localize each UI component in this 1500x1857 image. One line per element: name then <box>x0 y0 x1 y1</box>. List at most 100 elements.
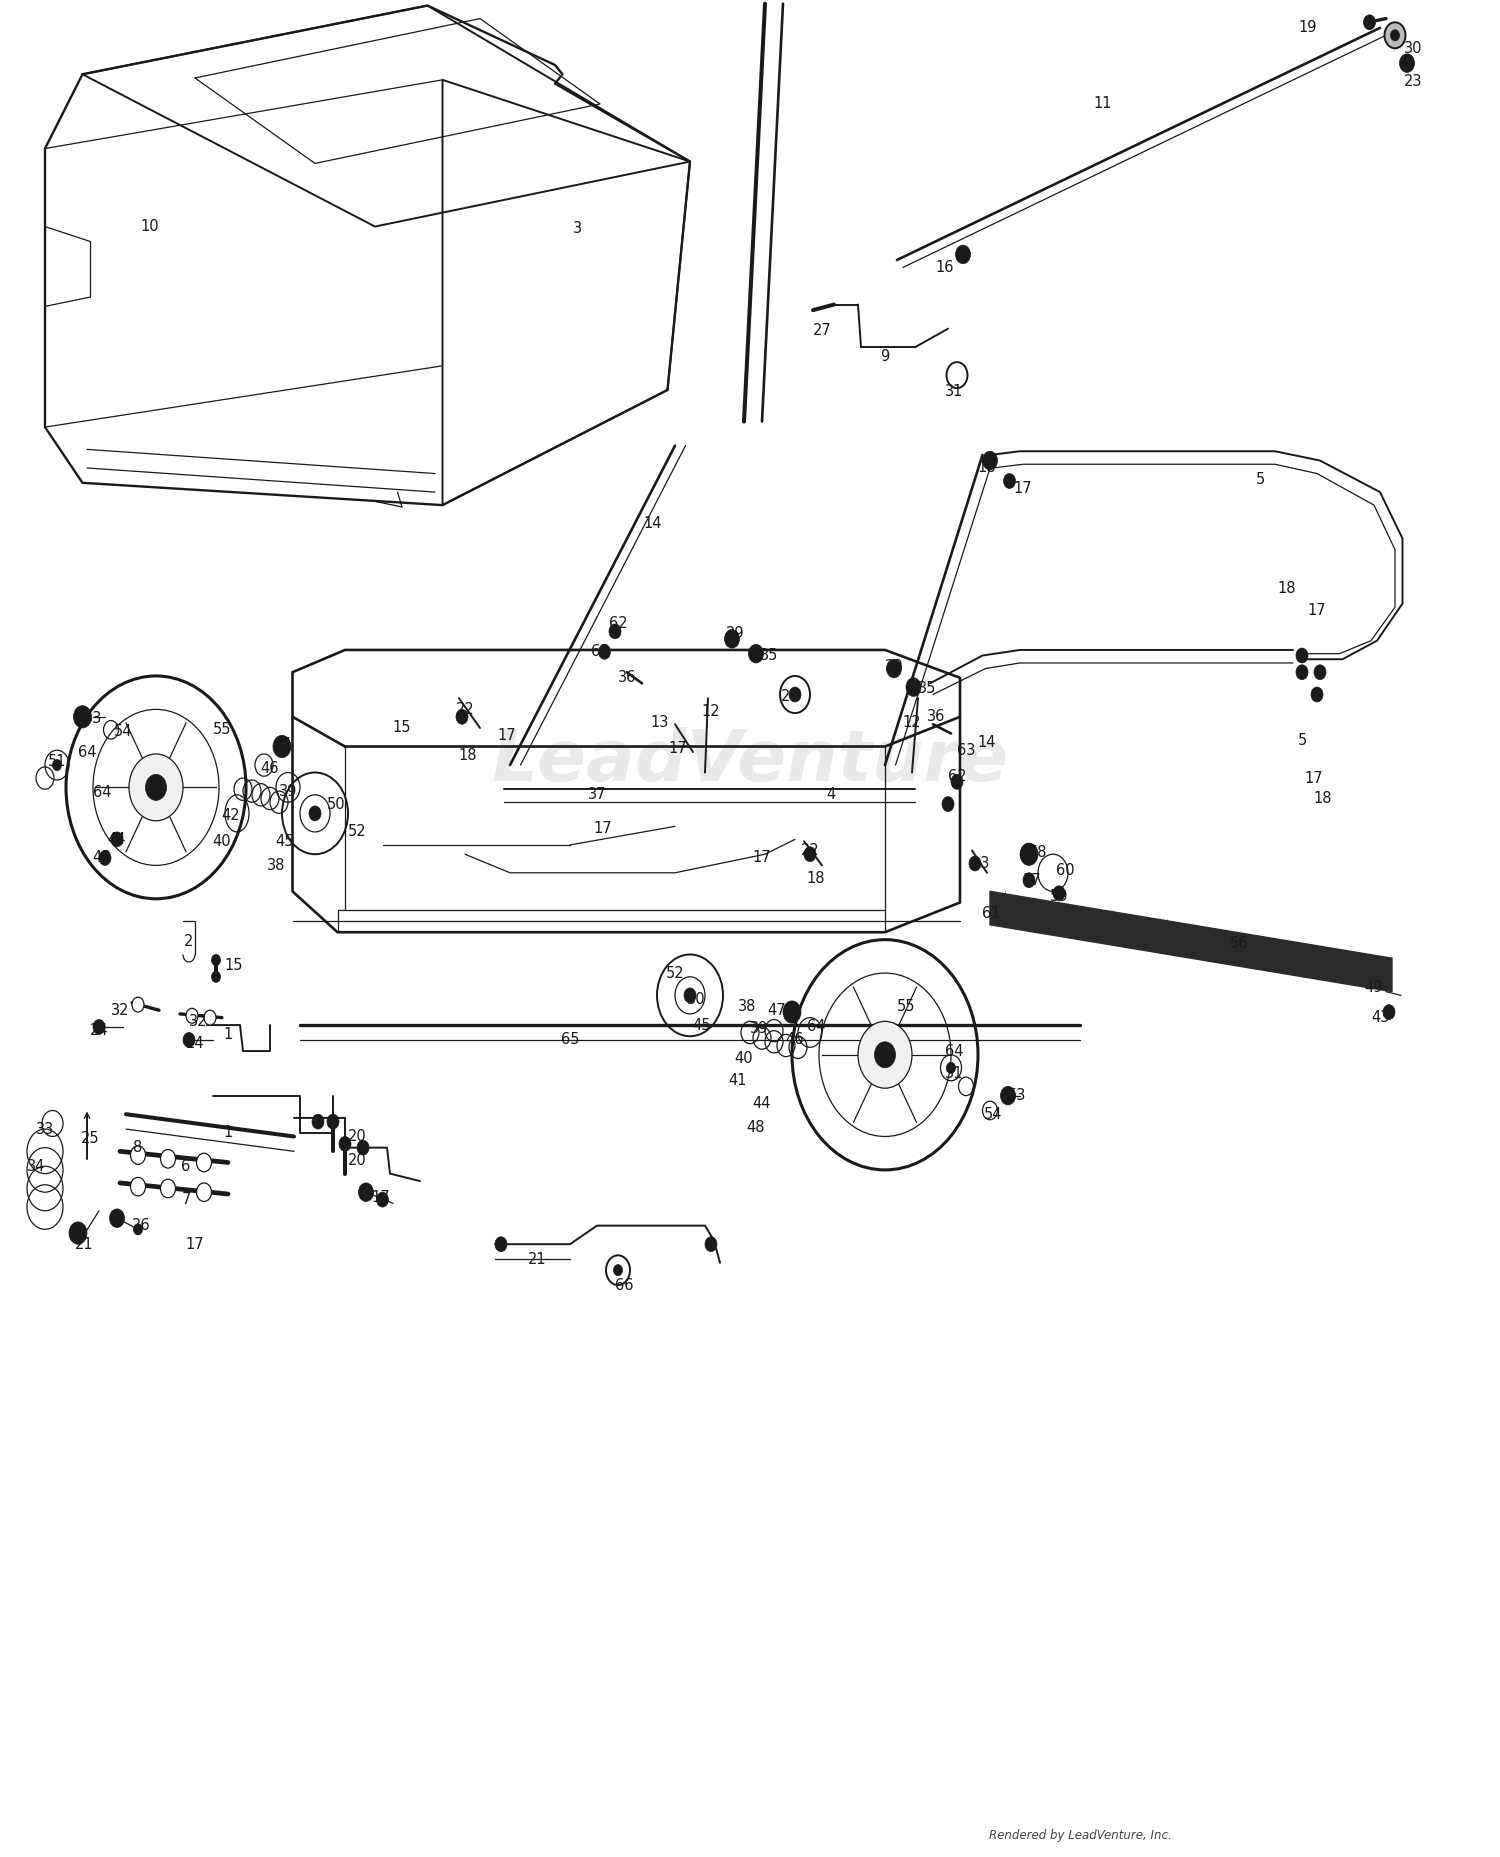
Text: 27: 27 <box>813 323 831 338</box>
Text: 55: 55 <box>897 999 915 1014</box>
Circle shape <box>376 1192 388 1207</box>
Text: 58: 58 <box>1029 845 1047 860</box>
Text: 41: 41 <box>729 1073 747 1088</box>
Circle shape <box>1296 648 1308 663</box>
Text: 46: 46 <box>261 761 279 776</box>
Circle shape <box>146 774 166 800</box>
Circle shape <box>1004 474 1016 488</box>
Text: 36: 36 <box>618 670 636 685</box>
Text: 50: 50 <box>327 797 345 812</box>
Text: 35: 35 <box>760 648 778 663</box>
Circle shape <box>339 1136 351 1151</box>
Text: 13: 13 <box>651 715 669 730</box>
Text: 1: 1 <box>224 1125 232 1140</box>
Text: 23: 23 <box>1404 74 1422 89</box>
Circle shape <box>886 659 902 678</box>
Text: 1: 1 <box>224 1027 232 1042</box>
Text: 48: 48 <box>747 1120 765 1135</box>
Text: 25: 25 <box>81 1131 99 1146</box>
Text: 13: 13 <box>972 856 990 871</box>
Text: 53: 53 <box>1008 1088 1026 1103</box>
Text: 17: 17 <box>498 728 516 743</box>
Text: 63: 63 <box>957 743 975 758</box>
Text: 66: 66 <box>615 1278 633 1292</box>
Text: 50: 50 <box>687 992 705 1006</box>
Text: 65: 65 <box>561 1032 579 1047</box>
Circle shape <box>874 1042 896 1068</box>
Text: 61: 61 <box>982 906 1000 921</box>
Text: 18: 18 <box>807 871 825 886</box>
Text: 45: 45 <box>693 1018 711 1032</box>
Circle shape <box>969 856 981 871</box>
Circle shape <box>93 1019 105 1034</box>
Circle shape <box>705 1237 717 1252</box>
Text: 29: 29 <box>726 626 744 641</box>
Text: 52: 52 <box>348 825 366 839</box>
Text: 9: 9 <box>880 349 890 364</box>
Circle shape <box>99 851 111 865</box>
Circle shape <box>110 1209 125 1227</box>
Text: 44: 44 <box>753 1096 771 1110</box>
Text: 32: 32 <box>111 1003 129 1018</box>
Circle shape <box>183 1032 195 1047</box>
Circle shape <box>598 644 610 659</box>
Circle shape <box>357 1140 369 1155</box>
Circle shape <box>942 797 954 812</box>
Text: 14: 14 <box>978 735 996 750</box>
Text: 39: 39 <box>279 784 297 799</box>
Text: 64: 64 <box>945 1044 963 1058</box>
Text: 62: 62 <box>609 617 627 631</box>
Circle shape <box>804 847 816 862</box>
Text: Rendered by LeadVenture, Inc.: Rendered by LeadVenture, Inc. <box>988 1829 1172 1842</box>
Text: 30: 30 <box>1404 41 1422 56</box>
Text: 12: 12 <box>903 715 921 730</box>
Text: 49: 49 <box>1365 980 1383 995</box>
Circle shape <box>1296 665 1308 680</box>
Text: 42: 42 <box>222 808 240 823</box>
Text: 52: 52 <box>666 966 684 980</box>
Text: 11: 11 <box>1094 97 1112 111</box>
Text: 4: 4 <box>827 787 836 802</box>
Text: 64: 64 <box>807 1019 825 1034</box>
Text: 34: 34 <box>27 1159 45 1174</box>
Text: 44: 44 <box>108 832 126 847</box>
Text: 60: 60 <box>1056 864 1074 878</box>
Circle shape <box>196 1183 211 1201</box>
Text: 63: 63 <box>591 644 609 659</box>
Circle shape <box>783 1001 801 1023</box>
Circle shape <box>1311 687 1323 702</box>
Text: LeadVenture: LeadVenture <box>492 726 1008 797</box>
Text: 15: 15 <box>225 958 243 973</box>
Circle shape <box>684 988 696 1003</box>
Text: 17: 17 <box>594 821 612 836</box>
Circle shape <box>906 678 921 696</box>
Text: 16: 16 <box>936 260 954 275</box>
Text: 33: 33 <box>36 1122 54 1136</box>
Text: 64: 64 <box>78 745 96 760</box>
Text: 28: 28 <box>782 689 800 704</box>
Text: 2: 2 <box>184 934 194 949</box>
Text: 17: 17 <box>1014 481 1032 496</box>
Text: 18: 18 <box>1278 581 1296 596</box>
Circle shape <box>211 954 220 966</box>
Circle shape <box>1364 15 1376 30</box>
Text: 51: 51 <box>48 754 66 769</box>
Text: 24: 24 <box>90 1023 108 1038</box>
Text: 10: 10 <box>141 219 159 234</box>
Text: 47: 47 <box>273 737 291 752</box>
Text: 32: 32 <box>189 1014 207 1029</box>
Text: 3: 3 <box>573 221 582 236</box>
Circle shape <box>1390 30 1400 41</box>
Text: 18: 18 <box>978 461 996 475</box>
Text: 5: 5 <box>1256 472 1264 487</box>
Text: 35: 35 <box>918 682 936 696</box>
Text: 17: 17 <box>372 1190 390 1205</box>
Circle shape <box>982 451 998 470</box>
Circle shape <box>134 1224 142 1235</box>
Circle shape <box>69 1222 87 1244</box>
Text: 5: 5 <box>1298 734 1306 748</box>
Circle shape <box>129 754 183 821</box>
Text: 26: 26 <box>132 1218 150 1233</box>
Circle shape <box>609 624 621 639</box>
Circle shape <box>789 687 801 702</box>
